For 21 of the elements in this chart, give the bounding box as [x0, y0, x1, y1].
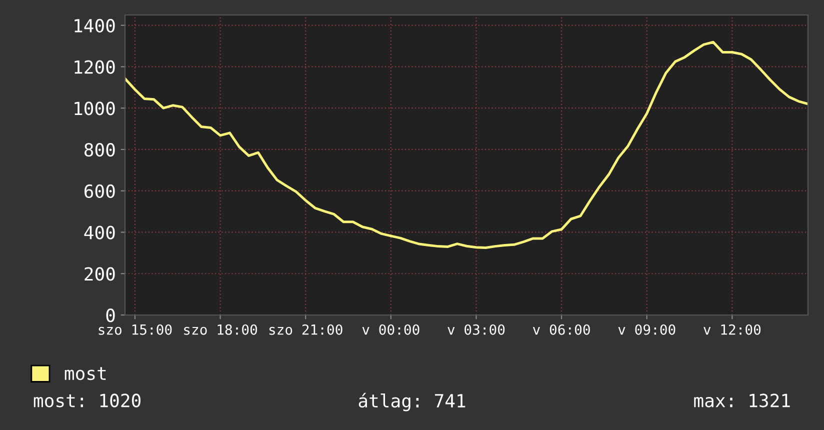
y-tick-label: 800	[84, 142, 115, 157]
x-tick-label: szo 18:00	[184, 324, 257, 335]
line-series	[125, 40, 808, 250]
y-tick-label: 600	[84, 184, 115, 198]
y-tick-label: 1200	[74, 60, 115, 74]
x-tick-label: v 12:00	[704, 324, 761, 335]
text: átlag: 741	[358, 392, 466, 412]
text: most: 1020	[34, 394, 140, 408]
x-tick-label: szo 15:00	[98, 324, 172, 335]
x-tick-label: v 03:00	[448, 324, 505, 335]
x-tick-label: v 06:00	[532, 324, 590, 335]
text: max: 1321	[694, 394, 790, 408]
y-tick-label: 1400	[74, 18, 115, 33]
y-tick-label: 200	[84, 267, 115, 281]
x-tick-label: v 09:00	[618, 324, 676, 335]
x-tick-label: szo 21:00	[269, 324, 342, 335]
x-tick-label: v 00:00	[362, 324, 420, 335]
y-tick-label: 1000	[74, 102, 115, 116]
y-tick-label: 400	[84, 226, 115, 240]
legend-label: most	[64, 367, 106, 380]
y-tick-label: 0	[106, 308, 115, 322]
